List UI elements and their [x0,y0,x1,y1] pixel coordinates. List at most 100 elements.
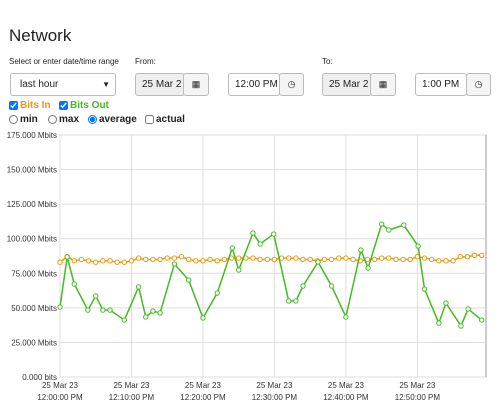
data-point [400,256,406,263]
data-point [85,307,91,313]
from-date[interactable]: 25 Mar 2 [135,73,185,96]
data-point [150,256,156,263]
data-point [300,283,306,289]
data-point [315,259,321,265]
to-time-text: 1:00 PM [422,79,460,90]
data-point [185,256,192,263]
radio[interactable] [88,115,97,124]
data-point [214,290,220,296]
data-point [143,256,149,263]
data-point [343,314,349,320]
data-point [135,284,142,290]
data-point [401,222,407,228]
data-point [378,255,385,261]
data-point [407,256,413,263]
checkbox[interactable] [145,115,154,124]
data-point [458,323,464,329]
from-calendar-button[interactable]: ▦ [183,73,209,96]
data-point [257,241,263,247]
data-point [214,258,220,264]
data-point [257,256,263,263]
data-point [378,221,385,227]
data-point [415,243,421,249]
checkbox-option[interactable]: Bits Out [59,100,109,111]
x-tick-label: 25 Mar 23 [113,381,150,390]
radio[interactable] [48,115,57,124]
radio-option[interactable]: min [9,114,38,125]
option-label: average [99,114,137,125]
data-point [393,256,399,263]
data-point [57,259,63,265]
to-date-text: 25 Mar 2 [329,79,369,90]
data-point [128,258,135,264]
data-point [464,253,471,260]
checkbox[interactable] [9,101,18,110]
data-point [178,253,185,260]
x-tick-label: 25 Mar 23 [185,381,222,390]
data-point [371,256,378,263]
data-point [78,256,85,263]
data-point [450,258,456,264]
from-clock-button[interactable]: ◷ [279,73,304,96]
data-point [250,255,256,261]
data-point [235,267,242,273]
page-title: Network [9,26,72,45]
data-point [143,314,149,320]
data-point [443,258,449,264]
data-point [479,252,485,259]
x-tick-label: 12:10:00 PM [109,393,155,402]
data-point [93,293,99,299]
data-point [457,253,463,260]
data-point [336,255,342,261]
data-point [300,256,306,263]
data-point [107,307,113,313]
data-point [436,320,442,326]
y-tick-label: 150.000 Mbits [7,166,57,175]
x-tick-label: 25 Mar 23 [42,381,79,390]
radio-option[interactable]: max [48,114,79,125]
data-point [328,283,335,289]
data-point [100,258,106,264]
dropdown-arrow: ▼ [102,80,110,89]
to-clock-button[interactable]: ◷ [466,73,491,96]
range-select[interactable]: last hour ▼ [10,73,116,96]
x-tick-label: 12:30:00 PM [252,393,298,402]
y-tick-label: 25.000 Mbits [11,338,57,347]
data-point [421,286,428,292]
data-point [64,254,70,260]
data-point [271,256,278,263]
data-point [271,231,277,237]
data-point [321,256,328,263]
data-point [293,255,299,261]
x-tick-label: 25 Mar 23 [328,381,365,390]
data-point [350,256,356,263]
to-calendar-button[interactable]: ▦ [370,73,396,96]
y-tick-label: 0.000 bits [22,373,57,382]
x-tick-label: 12:00:00 PM [37,393,83,402]
data-point [436,258,442,264]
radio-option[interactable]: average [88,114,137,125]
data-point [293,298,299,304]
checkbox-option[interactable]: Bits In [9,100,51,111]
y-tick-label: 100.000 Mbits [7,235,57,244]
radio[interactable] [9,115,18,124]
data-point [386,227,392,233]
option-label: Bits Out [70,100,109,111]
data-point [171,261,178,267]
checkbox[interactable] [59,101,68,110]
y-tick-label: 75.000 Mbits [11,269,57,278]
data-point [328,256,335,263]
data-point [307,256,313,263]
option-label: actual [156,114,185,125]
x-tick-label: 12:20:00 PM [180,393,226,402]
range-label: Select or enter date/time range [9,57,119,66]
option-label: Bits In [20,100,51,111]
data-point [421,255,428,261]
checkbox-option[interactable]: actual [145,114,185,125]
data-point [200,315,206,321]
data-point [471,252,478,259]
range-value: last hour [20,79,59,90]
from-time-text: 12:00 PM [235,79,278,90]
